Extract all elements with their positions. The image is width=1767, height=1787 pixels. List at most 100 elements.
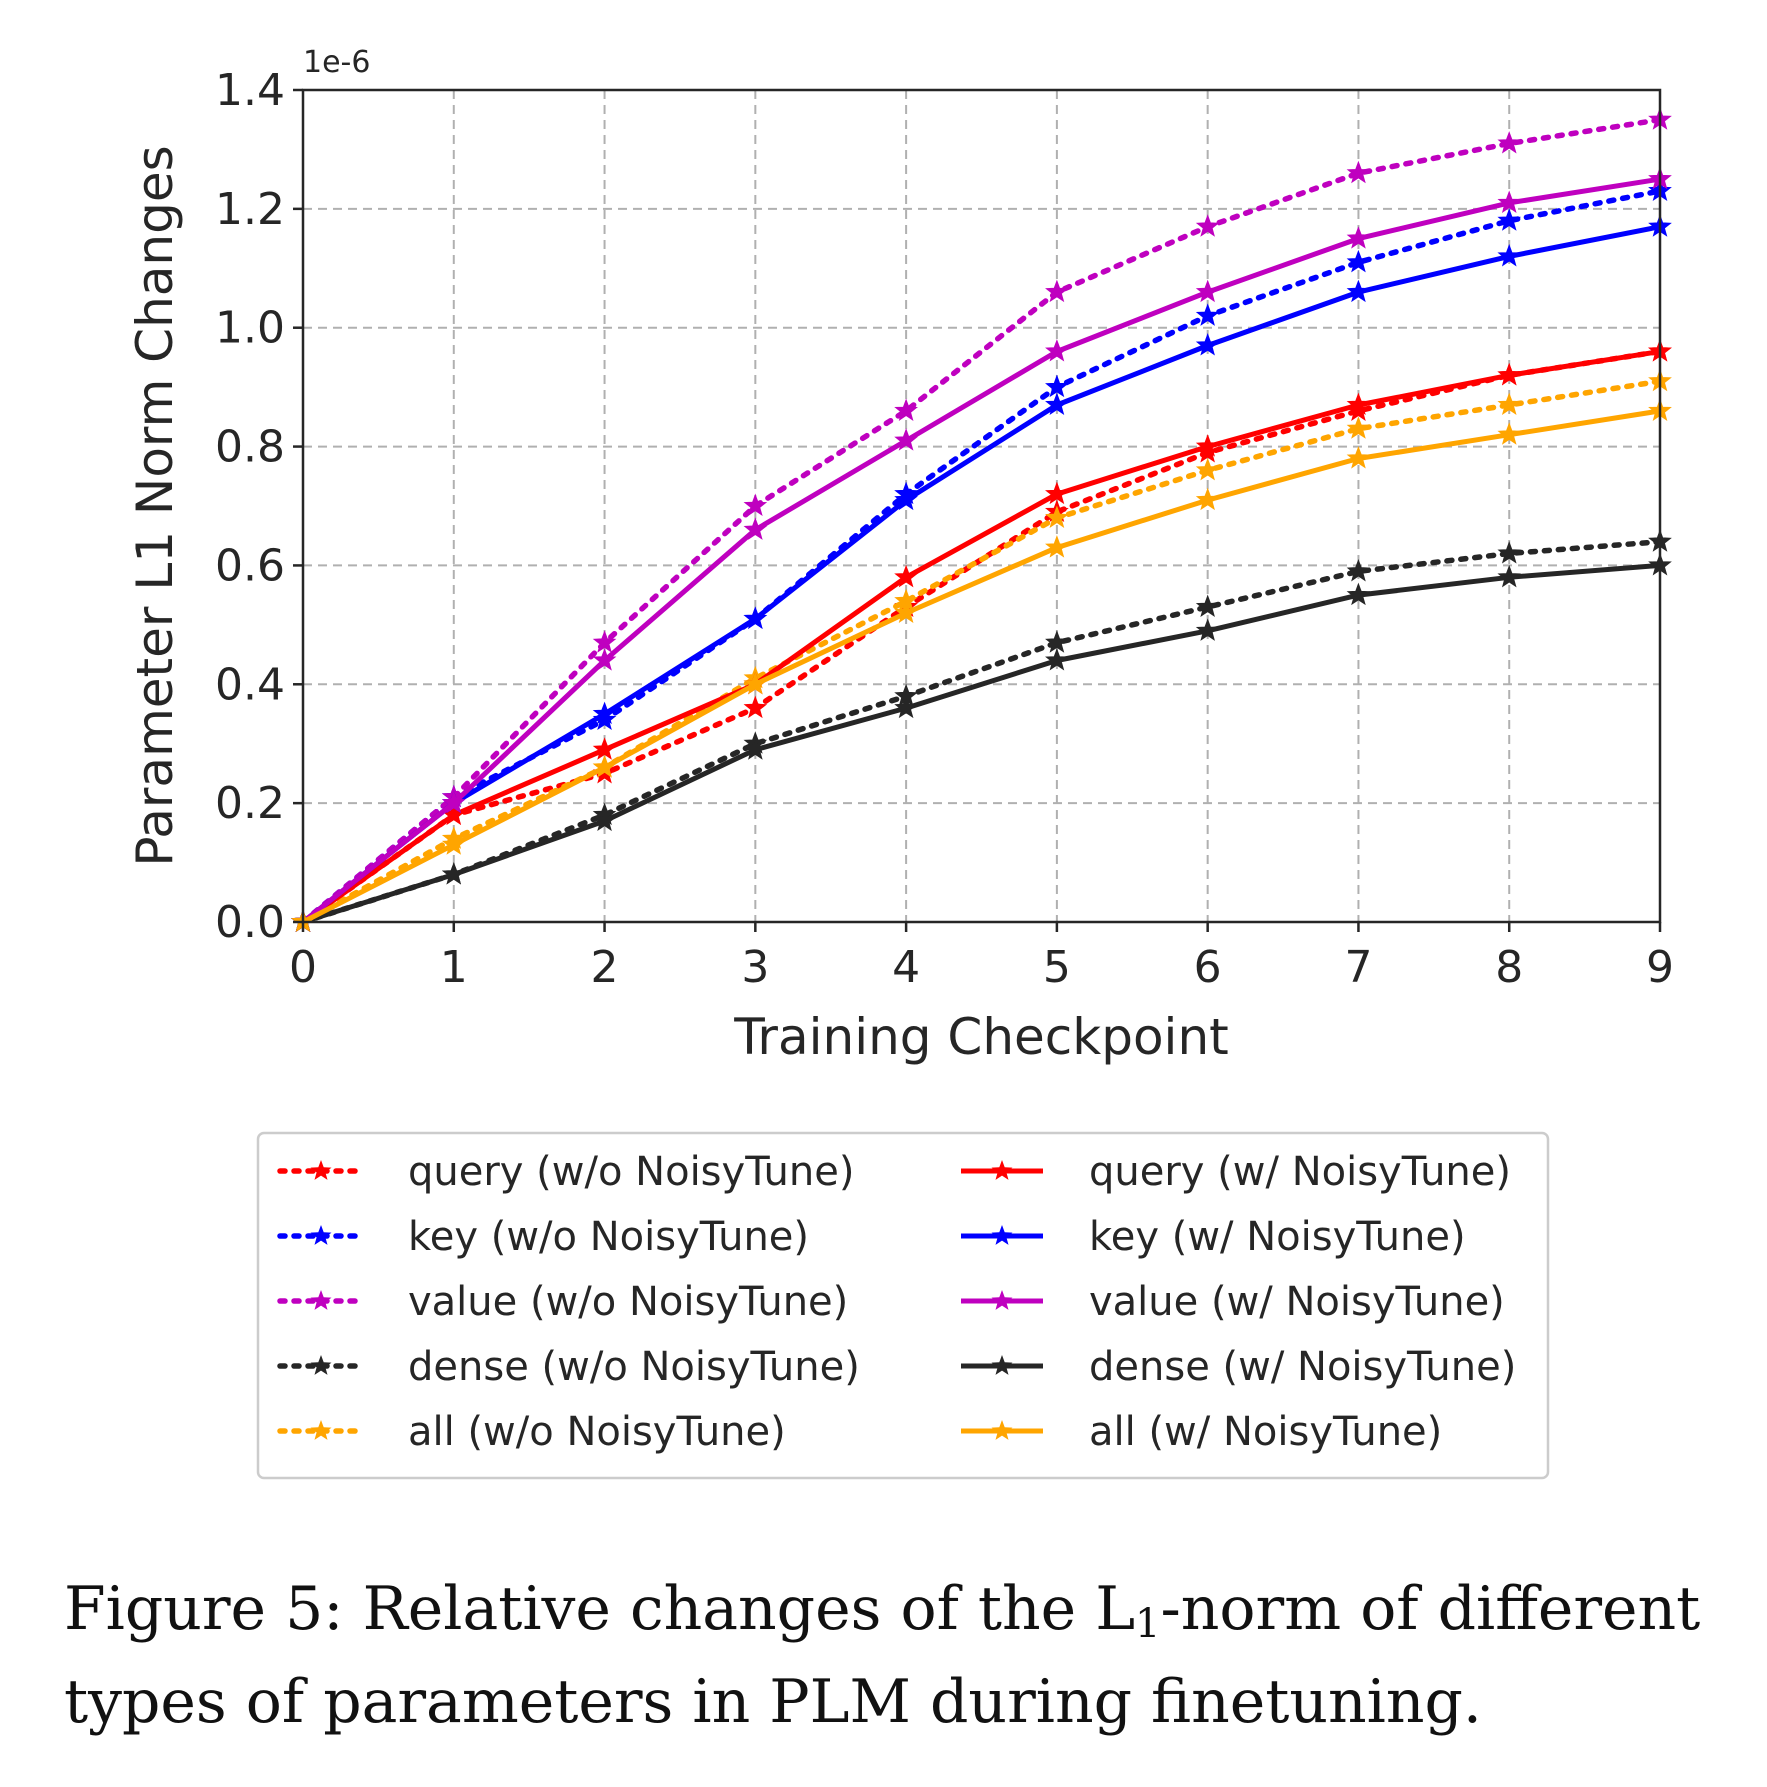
data-point-marker [1195, 457, 1220, 481]
data-point-marker [894, 564, 918, 588]
legend: query (w/o NoisyTune) key (w/o NoisyTune)… [256, 1131, 1550, 1480]
data-point-marker [592, 808, 617, 832]
legend-marker [310, 1225, 332, 1245]
data-point-marker [1045, 505, 1069, 528]
y-tick-label: 1.2 [215, 184, 285, 235]
data-point-marker [1346, 416, 1371, 439]
data-point-marker [1346, 558, 1371, 582]
data-point-marker [441, 832, 466, 855]
data-point-marker [1497, 362, 1522, 386]
data-point-marker [592, 701, 617, 725]
data-point-marker [1045, 374, 1069, 398]
legend-marker [991, 1225, 1013, 1245]
data-point-marker [1045, 392, 1069, 416]
data-point-marker [1195, 214, 1220, 237]
data-point-marker [1497, 243, 1522, 267]
legend-marker [991, 1290, 1013, 1310]
data-point-marker [1195, 487, 1220, 511]
y-tick-label: 0.2 [215, 778, 285, 829]
x-axis-label: Training Checkpoint [733, 1008, 1229, 1066]
series-all-w-noisytune- [291, 398, 1672, 933]
legend-label: query (w/o NoisyTune) [408, 1149, 854, 1195]
data-point-marker [894, 600, 918, 624]
data-point-marker [1497, 131, 1522, 154]
legend-item: dense (w/o NoisyTune) [277, 1344, 860, 1390]
data-point-marker [1045, 535, 1069, 558]
caption-text-end: -norm of different types of parameters i… [64, 1574, 1701, 1737]
legend-marker [310, 1420, 332, 1440]
x-tick-label: 6 [1194, 942, 1222, 993]
data-point-marker [1195, 279, 1220, 303]
axis-ticks: 0 1 2 3 4 5 6 7 8 9 0.0 0.2 0.4 0.6 0.8 1.0 1.2 1.4 [215, 65, 1674, 993]
plot-frame [301, 88, 1662, 924]
data-point-marker [441, 862, 466, 885]
data-point-marker [592, 630, 617, 653]
data-point-marker [894, 487, 918, 511]
caption-text: Figure 5: Relative changes of the L [64, 1574, 1136, 1644]
figure-caption: Figure 5: Relative changes of the L1-nor… [64, 1570, 1724, 1741]
legend-label: value (w/o NoisyTune) [408, 1279, 848, 1325]
y-tick-label: 0.0 [215, 897, 285, 948]
series-line [301, 408, 1661, 925]
data-point-marker [592, 755, 617, 778]
data-point-marker [1497, 564, 1522, 588]
series-layer [291, 107, 1672, 933]
legend-item: key (w/ NoisyTune) [961, 1214, 1466, 1260]
series-line [300, 116, 1663, 925]
x-tick-label: 9 [1646, 942, 1674, 993]
data-point-marker [1346, 226, 1371, 249]
legend-label: all (w/o NoisyTune) [408, 1409, 786, 1455]
legend-marker [991, 1420, 1013, 1440]
data-point-marker [1346, 249, 1371, 273]
y-tick-label: 1.0 [215, 303, 285, 354]
y-tick-label: 1.4 [215, 65, 285, 116]
series-dense-w-noisytune- [291, 552, 1672, 933]
legend-item: all (w/o NoisyTune) [277, 1409, 786, 1455]
data-point-marker [1497, 190, 1522, 213]
data-point-marker [1045, 648, 1069, 671]
data-point-marker [1346, 446, 1371, 469]
y-axis-label: Parameter L1 Norm Changes [126, 145, 184, 866]
legend-marker [310, 1290, 332, 1310]
x-tick-label: 2 [591, 942, 619, 993]
data-point-marker [743, 737, 768, 760]
series-line [301, 176, 1661, 924]
y-tick-label: 0.4 [215, 659, 285, 710]
data-point-marker [1045, 339, 1069, 362]
x-tick-label: 3 [741, 942, 769, 993]
legend-label: key (w/ NoisyTune) [1089, 1214, 1466, 1260]
legend-marker [991, 1355, 1013, 1375]
series-line [300, 378, 1663, 925]
series-line [302, 562, 1661, 925]
x-tick-label: 4 [892, 942, 920, 993]
legend-marker [991, 1160, 1013, 1180]
data-point-marker [894, 428, 918, 451]
legend-item: query (w/o NoisyTune) [277, 1149, 854, 1195]
data-point-marker [1195, 618, 1220, 641]
caption-subscript: 1 [1135, 1601, 1161, 1647]
data-point-marker [592, 737, 617, 760]
legend-label: value (w/ NoisyTune) [1089, 1279, 1505, 1325]
legend-label: dense (w/ NoisyTune) [1089, 1344, 1516, 1390]
data-point-marker [1346, 160, 1371, 184]
legend-item: query (w/ NoisyTune) [961, 1149, 1511, 1195]
data-point-marker [1497, 392, 1522, 416]
data-point-marker [1195, 303, 1220, 326]
data-point-marker [1346, 279, 1371, 303]
y-tick-label: 0.6 [215, 540, 285, 591]
x-tick-label: 5 [1043, 942, 1071, 993]
legend-box [256, 1131, 1550, 1480]
legend-label: query (w/ NoisyTune) [1089, 1149, 1511, 1195]
series-query-w-o-noisytune- [291, 339, 1672, 933]
series-line [301, 349, 1661, 925]
data-point-marker [1195, 434, 1220, 457]
legend-label: key (w/o NoisyTune) [408, 1214, 809, 1260]
data-point-marker [1497, 541, 1522, 564]
data-point-marker [743, 493, 768, 517]
data-point-marker [1195, 333, 1220, 356]
x-tick-label: 1 [440, 942, 468, 993]
data-point-marker [743, 671, 768, 695]
data-point-marker [1346, 582, 1371, 606]
x-tick-label: 8 [1495, 942, 1523, 993]
data-point-marker [1045, 279, 1069, 303]
